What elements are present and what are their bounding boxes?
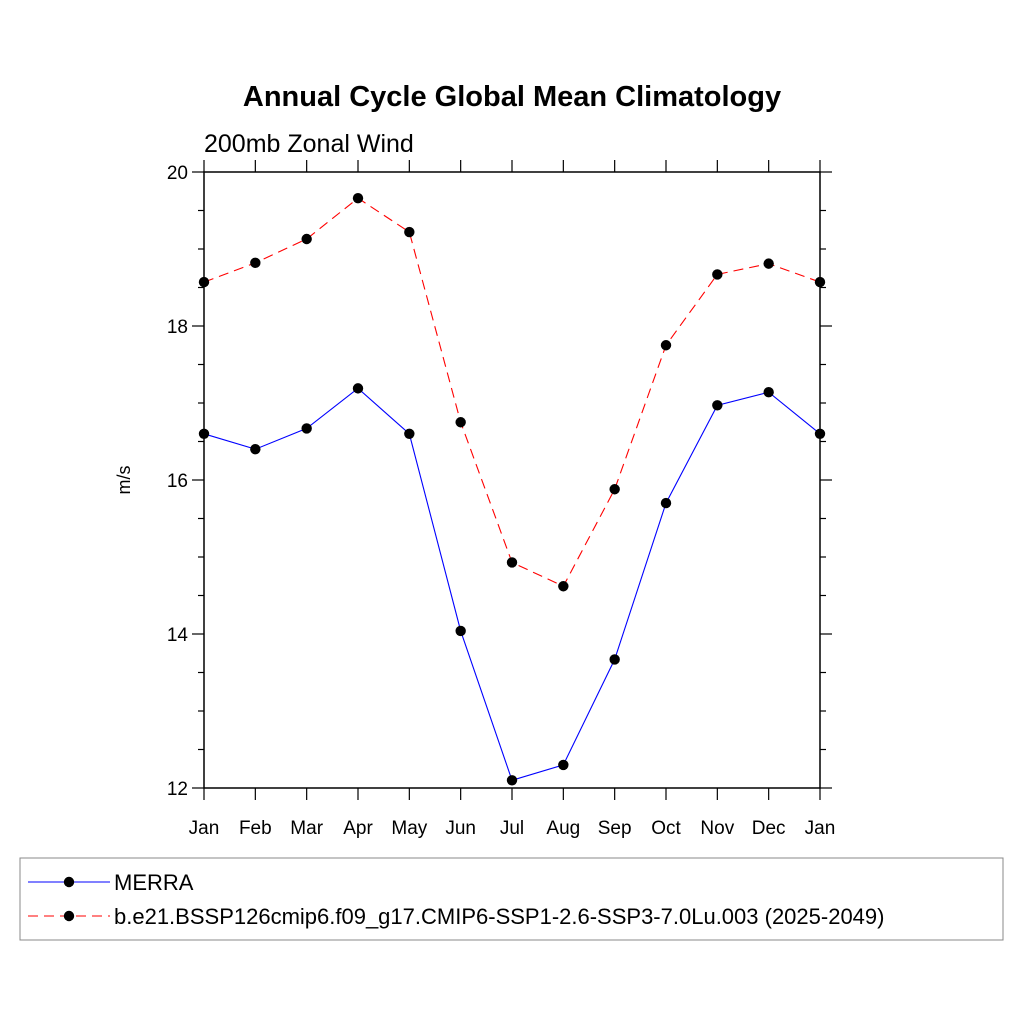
y-tick-label: 16 — [167, 471, 188, 492]
series-markers — [198, 192, 826, 786]
x-tick-label: Sep — [598, 818, 632, 839]
data-point-0 — [609, 654, 620, 665]
series-line-0 — [203, 387, 821, 781]
x-tick-label: May — [391, 818, 427, 839]
data-point-1 — [763, 258, 774, 269]
data-point-1 — [455, 417, 466, 428]
data-point-0 — [558, 759, 569, 771]
x-tick-label: Jul — [500, 818, 524, 839]
data-point-1 — [712, 269, 723, 280]
y-axis-label: m/s — [114, 466, 134, 495]
y-tick-label: 18 — [167, 317, 188, 338]
data-point-1 — [404, 226, 415, 238]
x-tick-label: Jun — [445, 818, 476, 839]
legend-marker-0 — [63, 876, 75, 888]
data-point-1 — [506, 557, 518, 568]
chart-subtitle: 200mb Zonal Wind — [204, 130, 414, 158]
y-tick-labels: 12 14 16 18 20 — [167, 163, 189, 800]
data-point-0 — [455, 625, 466, 637]
x-tick-label: Jan — [805, 818, 836, 839]
legend: MERRA b.e21.BSSP126cmip6.f09_g17.CMIP6-SS… — [19, 857, 1004, 941]
data-point-0 — [352, 383, 364, 394]
x-tick-label: Nov — [700, 818, 734, 839]
x-tick-label: Oct — [651, 818, 681, 839]
x-tick-label: Aug — [546, 818, 580, 839]
data-point-1 — [558, 581, 569, 592]
plot-frame — [203, 171, 821, 789]
legend-label-0: MERRA — [114, 870, 194, 895]
data-point-0 — [712, 400, 723, 411]
x-tick-label: Apr — [343, 818, 373, 839]
series-line-1 — [203, 197, 821, 587]
data-point-1 — [250, 257, 261, 269]
data-point-1 — [660, 340, 672, 351]
legend-label-1: b.e21.BSSP126cmip6.f09_g17.CMIP6-SSP1-2.… — [114, 904, 884, 929]
data-point-1 — [352, 192, 364, 204]
data-point-0 — [404, 428, 415, 439]
data-point-0 — [301, 423, 312, 434]
y-tick-label: 14 — [167, 625, 189, 646]
data-point-1 — [301, 233, 312, 245]
x-tick-labels: Jan Feb Mar Apr May Jun Jul Aug Sep Oct Nov Dec Jan — [189, 818, 836, 839]
x-tick-label: Feb — [239, 818, 272, 839]
legend-box — [19, 857, 1004, 941]
chart-title: Annual Cycle Global Mean Climatology — [243, 81, 781, 113]
series-lines — [203, 197, 821, 781]
legend-marker-1 — [63, 910, 75, 922]
x-tick-label: Mar — [290, 818, 323, 839]
y-tick-label: 12 — [167, 779, 188, 800]
data-point-0 — [250, 444, 261, 455]
data-point-0 — [660, 497, 672, 509]
x-tick-label: Dec — [752, 818, 786, 839]
data-point-0 — [763, 387, 774, 398]
y-tick-label: 20 — [167, 163, 188, 184]
axis-ticks — [192, 160, 832, 800]
x-tick-label: Jan — [189, 818, 220, 839]
data-point-0 — [506, 775, 518, 786]
data-point-1 — [609, 484, 620, 495]
